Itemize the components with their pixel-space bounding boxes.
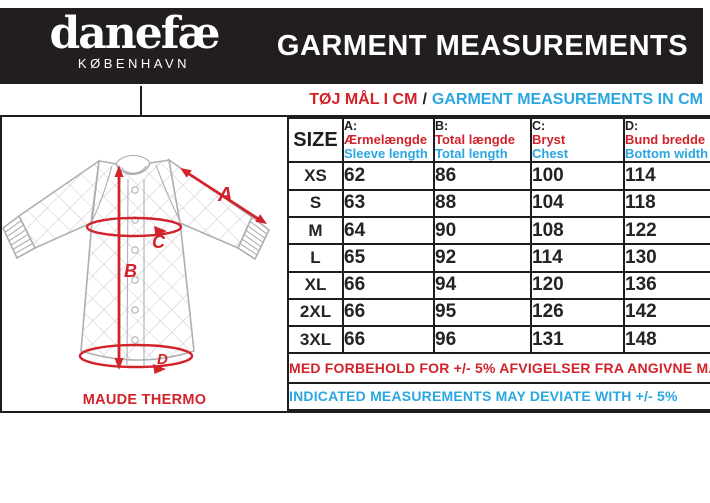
column-key: C: <box>532 119 546 133</box>
garment-name: MAUDE THERMO <box>82 392 207 408</box>
size-cell: L <box>287 243 344 273</box>
measurement-cell: 148 <box>623 325 710 355</box>
size-cell: XS <box>287 161 344 191</box>
measurement-cell: 86 <box>433 161 532 191</box>
measurement-cell: 63 <box>342 188 435 218</box>
measurement-cell: 126 <box>530 297 625 328</box>
measurement-cell: 122 <box>623 215 710 246</box>
brand-banner: danefæ KØBENHAVN GARMENT MEASUREMENTS <box>0 8 703 84</box>
column-header-c: C: Bryst Chest <box>530 117 625 164</box>
measurement-arrows: A B C D <box>78 165 267 374</box>
subtitle-separator: / <box>422 90 427 108</box>
measurement-cell: 136 <box>623 270 710 300</box>
measurement-cell: 104 <box>530 188 625 218</box>
coat-details <box>4 154 268 366</box>
coat-body <box>80 159 195 361</box>
table-row: 2XL 66 95 126 142 <box>287 297 710 328</box>
measurement-cell: 94 <box>433 270 532 300</box>
measurement-cell: 88 <box>433 188 532 218</box>
measurement-cell: 90 <box>433 215 532 246</box>
table-row: M 64 90 108 122 <box>287 215 710 246</box>
measurement-cell: 66 <box>342 270 435 300</box>
measurement-cell: 64 <box>342 215 435 246</box>
subtitle-row: TØJ MÅL I CM / GARMENT MEASUREMENTS IN C… <box>0 86 703 113</box>
subtitle-english: GARMENT MEASUREMENTS IN CM <box>431 90 703 108</box>
brand-logo-wordmark: danefæ <box>49 8 220 59</box>
brand-logo-city: KØBENHAVN <box>77 56 191 71</box>
brand-logo: danefæ KØBENHAVN <box>28 8 240 72</box>
coat-cuff-right <box>236 215 271 261</box>
size-column-header: SIZE <box>287 117 344 164</box>
column-key: B: <box>435 119 449 133</box>
arrow-c-icon <box>85 216 183 238</box>
page-title: GARMENT MEASUREMENTS <box>276 29 689 62</box>
measurement-cell: 92 <box>433 243 532 273</box>
column-label-danish: Bund bredde <box>625 132 706 147</box>
note-row-danish: MED FORBEHOLD FOR +/- 5% AFVIGELSER FRA … <box>287 352 710 384</box>
measurement-cell: 130 <box>623 243 710 273</box>
measurement-cell: 62 <box>342 161 435 191</box>
header-row: SIZE A: Ærmelængde Sleeve length B: Tota… <box>287 117 710 164</box>
measurement-cell: 118 <box>623 188 710 218</box>
deviation-note-danish: MED FORBEHOLD FOR +/- 5% AFVIGELSER FRA … <box>287 352 710 384</box>
column-header-a: A: Ærmelængde Sleeve length <box>342 117 435 164</box>
measurement-cell: 108 <box>530 215 625 246</box>
measurement-cell: 120 <box>530 270 625 300</box>
column-key: D: <box>625 119 639 133</box>
subtitle-cell-divider <box>140 86 142 115</box>
size-cell: S <box>287 188 344 218</box>
note-row-english: INDICATED MEASUREMENTS MAY DEVIATE WITH … <box>287 381 710 411</box>
size-cell: 2XL <box>287 297 344 328</box>
table-row: S 63 88 104 118 <box>287 188 710 218</box>
measurements-table: SIZE A: Ærmelængde Sleeve length B: Tota… <box>287 117 710 411</box>
illustration-cell: A B C D MAUDE THERMO <box>2 117 287 411</box>
coat-sleeve-left <box>17 159 101 250</box>
table-row: L 65 92 114 130 <box>287 243 710 273</box>
measurement-cell: 66 <box>342 297 435 328</box>
measurement-cell: 142 <box>623 297 710 328</box>
coat-cuff-left <box>2 214 37 260</box>
measurement-cell: 114 <box>530 243 625 273</box>
measurement-cell: 65 <box>342 243 435 273</box>
measurement-cell: 100 <box>530 161 625 191</box>
size-cell: 3XL <box>287 325 344 355</box>
column-label-english: Chest <box>532 146 569 161</box>
column-label-danish: Ærmelængde <box>344 132 428 147</box>
deviation-note-english: INDICATED MEASUREMENTS MAY DEVIATE WITH … <box>287 381 710 411</box>
size-cell: M <box>287 215 344 246</box>
column-header-d: D: Bund bredde Bottom width <box>623 117 710 164</box>
column-label-danish: Bryst <box>532 132 566 147</box>
measurement-cell: 66 <box>342 325 435 355</box>
column-key: A: <box>344 119 358 133</box>
column-label-english: Sleeve length <box>344 146 428 161</box>
arrow-label-b: B <box>124 261 137 281</box>
arrow-label-a: A <box>217 184 232 206</box>
measurement-cell: 131 <box>530 325 625 355</box>
size-cell: XL <box>287 270 344 300</box>
arrow-label-d: D <box>157 351 168 368</box>
column-label-danish: Total længde <box>435 132 515 147</box>
table-row: XS 62 86 100 114 <box>287 161 710 191</box>
column-label-english: Total length <box>435 146 508 161</box>
table-row: 3XL 66 96 131 148 <box>287 325 710 355</box>
measurement-cell: 95 <box>433 297 532 328</box>
column-header-b: B: Total længde Total length <box>433 117 532 164</box>
content-box: A B C D MAUDE THERMO SIZE A: Ærmelængde … <box>0 115 710 413</box>
arrow-d-icon <box>78 343 194 374</box>
subtitle-danish: TØJ MÅL I CM <box>309 90 418 108</box>
arrow-b-icon <box>114 165 124 370</box>
coat-outline <box>2 158 271 361</box>
measurement-cell: 114 <box>623 161 710 191</box>
arrow-label-c: C <box>152 232 166 252</box>
measurement-cell: 96 <box>433 325 532 355</box>
arrow-a-icon <box>180 168 267 224</box>
table-row: XL 66 94 120 136 <box>287 270 710 300</box>
column-label-english: Bottom width <box>625 146 709 161</box>
garment-illustration: A B C D <box>2 154 271 374</box>
